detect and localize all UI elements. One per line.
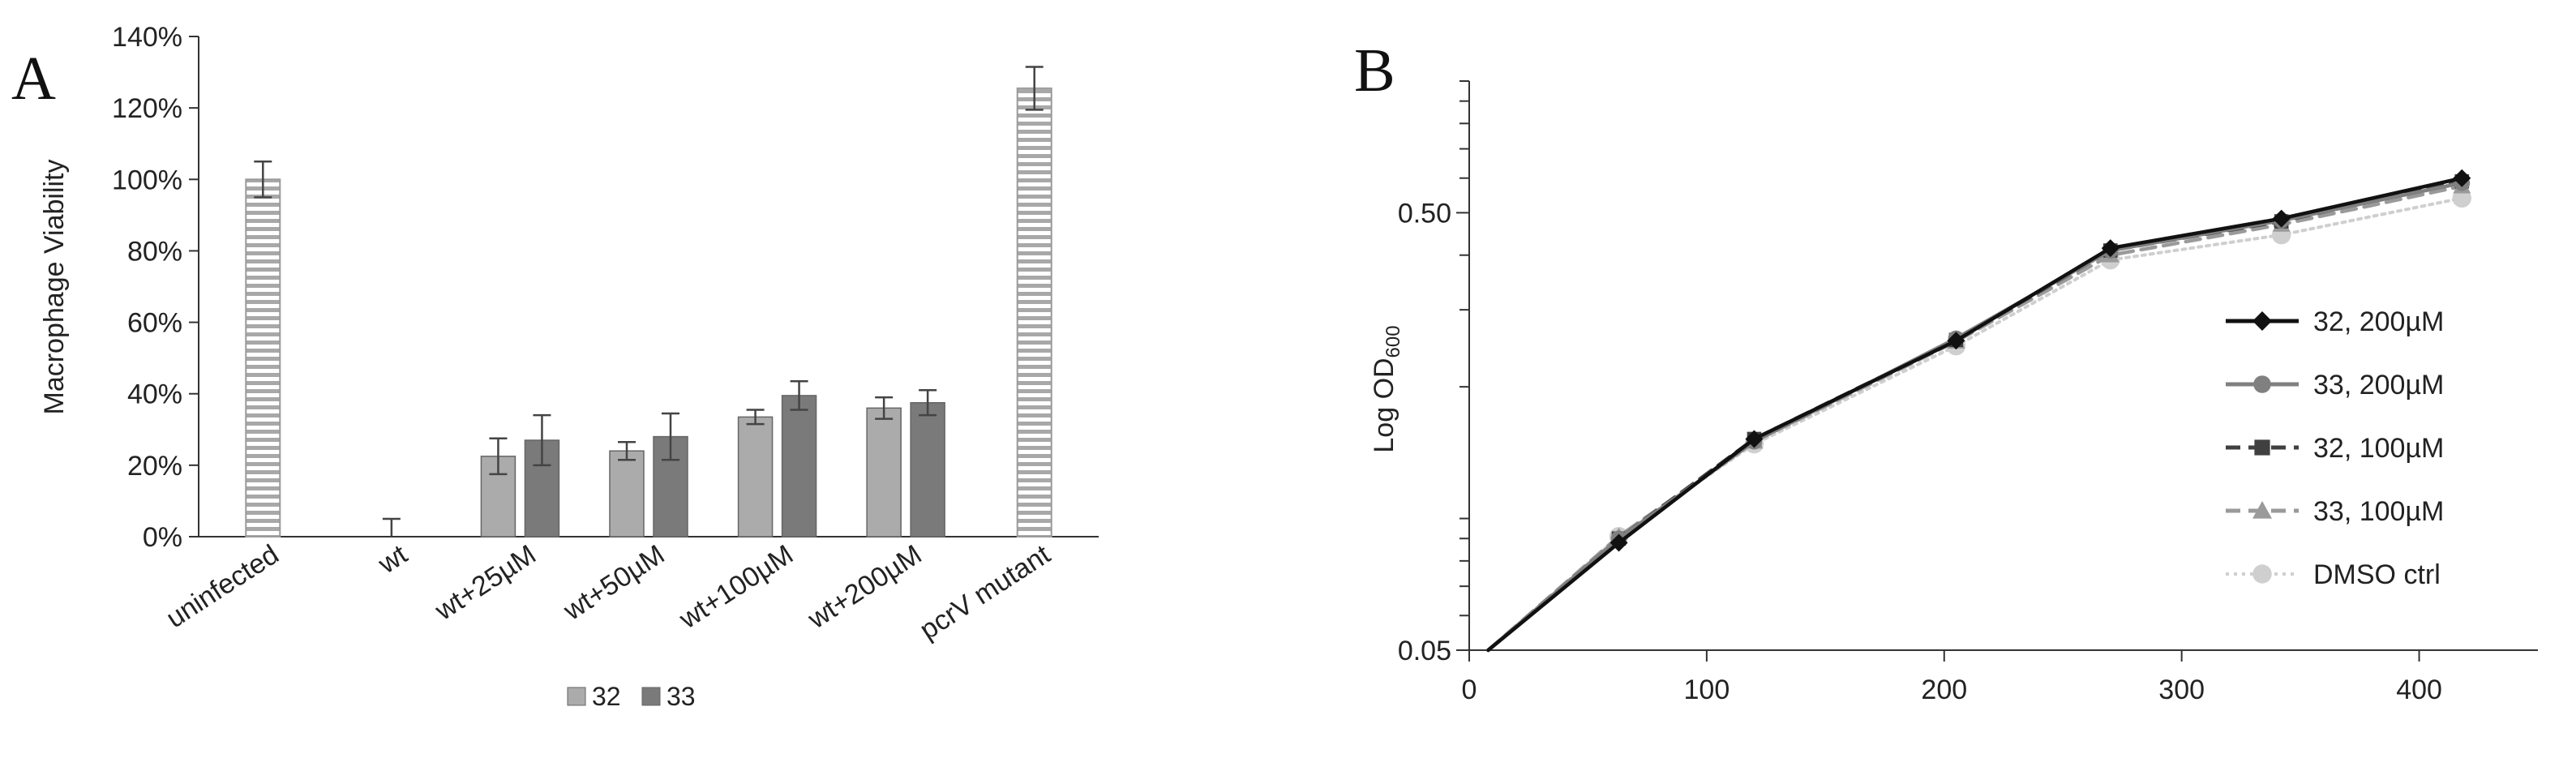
- x-tick-label: 0: [1462, 674, 1477, 705]
- legend-label-32, 100µM: 32, 100µM: [2313, 433, 2444, 464]
- y-axis-label: Log OD600: [1369, 325, 1404, 452]
- legend-marker-32, 200µM: [2252, 311, 2272, 331]
- legend-label-33: 33: [667, 682, 696, 711]
- y-tick-label: 60%: [127, 308, 182, 339]
- series-point-32, 200µM: [2272, 209, 2291, 228]
- legend-marker-32, 100µM: [2254, 439, 2270, 456]
- x-tick-label: wt+25µM: [429, 539, 542, 627]
- y-axis-label-main: Log OD: [1369, 358, 1399, 452]
- panel-b: B Log OD600 0.05 0.50 0 100 200 300 400 32, 200µ…: [1354, 36, 2538, 705]
- y-tick-label: 100%: [112, 165, 182, 195]
- x-tick-label: wt+200µM: [802, 539, 927, 636]
- bar-control: [1016, 87, 1052, 538]
- bar-series-32: [609, 450, 645, 537]
- y-tick-label: 0.50: [1398, 198, 1451, 229]
- y-tick-label: 0.05: [1398, 636, 1451, 666]
- x-tick-label: uninfected: [161, 539, 284, 634]
- bar-series-33: [781, 395, 817, 537]
- x-tick-label: wt+100µM: [673, 539, 798, 636]
- legend-label-33, 200µM: 33, 200µM: [2313, 370, 2444, 400]
- y-tick-label: 0%: [143, 522, 182, 553]
- legend-swatch-32: [567, 687, 586, 706]
- legend-label-32: 32: [592, 682, 621, 711]
- x-tick-label: wt: [372, 539, 414, 580]
- legend-label-33, 100µM: 33, 100µM: [2313, 496, 2444, 527]
- y-tick-label: 120%: [112, 93, 182, 124]
- legend-label-32, 200µM: 32, 200µM: [2313, 306, 2444, 337]
- x-tick-label: wt+50µM: [558, 539, 671, 627]
- legend-swatch-33: [641, 687, 661, 706]
- y-axis-label-subscript: 600: [1382, 325, 1404, 358]
- legend-marker-DMSO ctrl: [2252, 564, 2272, 584]
- bar-control: [245, 178, 281, 538]
- series-point-32, 200µM: [1609, 533, 1628, 552]
- x-tick-label: 300: [2158, 674, 2205, 705]
- series-point-32, 200µM: [2101, 239, 2120, 258]
- x-tick-label: 100: [1684, 674, 1730, 705]
- series-point-32, 200µM: [1745, 430, 1764, 448]
- legend-marker-33, 200µM: [2253, 375, 2271, 393]
- panel-letter-b: B: [1354, 36, 1395, 105]
- legend-label-DMSO ctrl: DMSO ctrl: [2313, 559, 2441, 590]
- series-point-32, 200µM: [1947, 332, 1965, 350]
- bar-series-32: [866, 407, 902, 537]
- x-tick-label: 200: [1921, 674, 1967, 705]
- y-tick-label: 40%: [127, 379, 182, 410]
- y-axis-label: Macrophage Viability: [39, 160, 70, 415]
- bar-series-33: [910, 401, 945, 537]
- legend-marker-33, 100µM: [2252, 501, 2272, 519]
- series-point-DMSO ctrl: [2452, 188, 2471, 208]
- y-tick-label: 20%: [127, 451, 182, 482]
- panel-letter-a: A: [11, 45, 56, 113]
- x-tick-label: pcrV mutant: [915, 539, 1057, 646]
- series-point-32, 200µM: [2453, 169, 2471, 187]
- y-tick-label: 80%: [127, 236, 182, 267]
- y-tick-label: 140%: [112, 22, 182, 53]
- panel-a: A Macrophage Viability 0% 20% 40% 60% 80% 100%…: [11, 22, 1099, 711]
- bar-series-32: [737, 416, 774, 537]
- x-tick-label: 400: [2396, 674, 2442, 705]
